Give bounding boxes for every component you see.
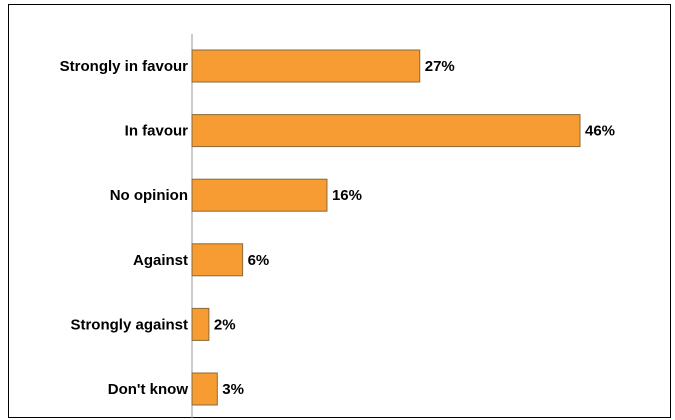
bar: [191, 114, 581, 148]
value-label: 27%: [425, 58, 455, 75]
category-label: Strongly in favour: [60, 58, 189, 75]
value-label: 6%: [248, 252, 270, 269]
value-label: 2%: [214, 316, 236, 333]
category-label: No opinion: [110, 187, 188, 204]
bar: [191, 243, 244, 277]
bar: [191, 49, 421, 83]
bar: [191, 372, 218, 406]
category-label: Don't know: [108, 381, 189, 398]
value-label: 3%: [222, 381, 244, 398]
bar: [191, 178, 328, 212]
category-label: Strongly against: [70, 316, 188, 333]
value-label: 46%: [585, 123, 615, 140]
category-label: In favour: [125, 123, 189, 140]
category-label: Against: [133, 252, 188, 269]
value-label: 16%: [332, 187, 362, 204]
bar: [191, 307, 210, 341]
